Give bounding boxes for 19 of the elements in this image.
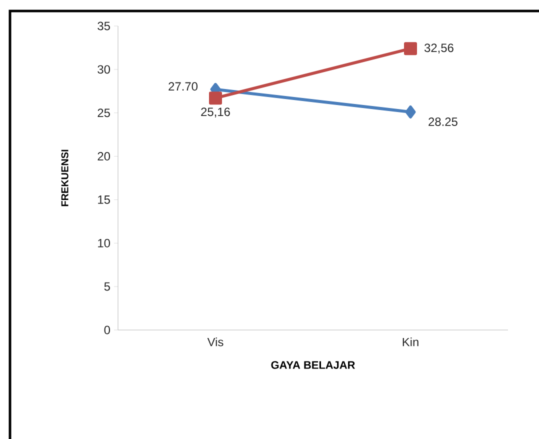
x-tick-label: Kin [402, 338, 418, 346]
annotation: 25,16 [201, 108, 230, 118]
point [404, 42, 418, 56]
x-tick-label: Vis [207, 338, 224, 346]
y-axis-title: FREKUENSI [61, 150, 68, 206]
annotation: 27.70 [168, 82, 198, 91]
y-tick-label: 15 [98, 196, 110, 204]
y-tick-label: 0 [104, 326, 110, 334]
y-tick-label: 20 [98, 152, 110, 161]
y-tick-label: 5 [104, 282, 110, 291]
annotation: 32,56 [424, 44, 454, 54]
y-tick-label: 30 [98, 65, 110, 74]
point [405, 105, 416, 118]
annotation: 28.25 [428, 118, 458, 126]
x-axis-title: GAYA BELAJAR [271, 361, 355, 369]
y-tick-label: 10 [98, 238, 110, 248]
point [209, 92, 222, 105]
y-tick-label: 25 [98, 108, 110, 118]
y-tick-label: 35 [98, 22, 110, 30]
